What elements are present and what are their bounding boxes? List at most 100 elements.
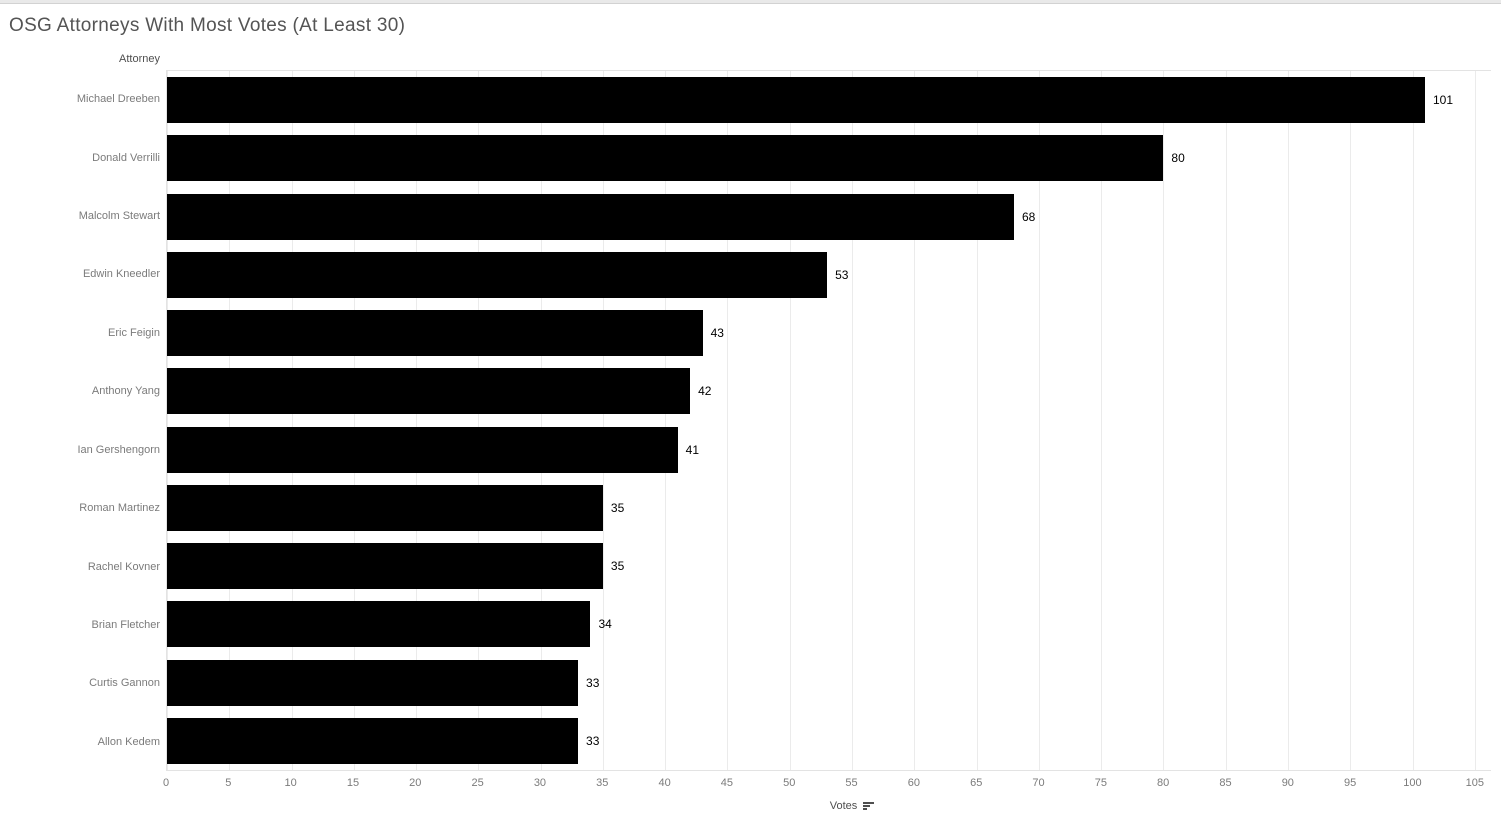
bar[interactable] [167,368,691,415]
gridline [852,71,854,770]
category-labels-column: Michael Dreeben Donald Verrilli Malcolm St… [0,70,160,771]
bar[interactable] [167,717,579,764]
gridline [1350,71,1352,770]
bar[interactable] [167,310,703,357]
x-axis-tick-label: 55 [845,777,858,789]
bar-value-label: 41 [685,442,700,457]
bar-band: 43 [167,304,1491,362]
x-axis-tick-label: 105 [1465,777,1484,789]
bar-band: 33 [167,712,1491,770]
x-axis-tick-label: 70 [1032,777,1045,789]
gridline [1287,71,1289,770]
x-axis-tick-label: 60 [907,777,920,789]
x-axis-tick-label: 40 [658,777,671,789]
plot-area: 101 80 68 53 43 42 41 35 35 34 33 33 [166,70,1491,771]
bar-value-label: 42 [698,384,712,399]
bar-band: 33 [167,654,1491,712]
bar[interactable] [167,77,1425,124]
bar-band: 53 [167,246,1491,304]
attorney-label[interactable]: Brian Fletcher [91,618,160,631]
gridline [229,71,231,770]
sort-icon-bar [863,808,868,810]
attorney-label[interactable]: Anthony Yang [91,385,160,398]
bar-value-label: 43 [710,326,724,341]
bar[interactable] [167,659,579,706]
gridline [167,71,168,770]
x-axis-tick-label: 80 [1157,777,1170,789]
sort-icon-bar [863,805,871,807]
bar[interactable] [167,135,1164,182]
x-axis-tick-label: 100 [1403,777,1422,789]
x-axis-tick-label: 95 [1344,777,1357,789]
x-axis-tick-label: 50 [783,777,796,789]
gridline [1163,71,1165,770]
x-axis-ticks: 0 5 10 15 20 25 30 35 40 45 50 55 60 65 70 75 80 85 90 95 10… [162,777,1491,792]
gridline [540,71,542,770]
gridline [478,71,480,770]
window-top-strip [0,0,1501,4]
x-axis-tick-label: 30 [533,777,547,789]
attorney-label[interactable]: Allon Kedem [97,735,160,748]
gridline [665,71,667,770]
x-axis-tick-label: 75 [1094,777,1107,789]
bar-value-label: 35 [610,559,625,574]
attorney-label[interactable]: Michael Dreeben [76,93,160,106]
gridline [291,71,293,770]
gridline [727,71,729,770]
gridline [976,71,978,770]
bar-value-label: 33 [586,675,600,690]
gridline [602,71,604,770]
bar[interactable] [167,484,603,531]
gridline [789,71,791,770]
bar[interactable] [167,193,1014,240]
x-axis-tick-label: 10 [284,777,297,789]
bar-value-label: 53 [835,267,849,282]
x-axis-tick-label: 20 [409,777,422,789]
bar[interactable] [167,543,603,590]
attorney-label[interactable]: Donald Verrilli [92,151,160,164]
chart-title: OSG Attorneys With Most Votes (At Least … [9,15,406,36]
bar-band: 68 [167,188,1491,246]
bar-band: 35 [167,537,1491,595]
gridline [1412,71,1414,770]
attorney-label[interactable]: Malcolm Stewart [78,210,160,223]
bar-value-label: 33 [586,733,600,748]
gridline [914,71,916,770]
x-axis-tick-label: 5 [225,777,232,789]
sort-descending-icon[interactable] [863,802,875,810]
gridline [353,71,355,770]
bar-value-label: 35 [610,500,625,515]
gridline [1225,71,1227,770]
bar-band: 80 [167,129,1491,187]
bar-band: 42 [167,362,1491,420]
attorney-label[interactable]: Roman Martinez [79,502,160,515]
gridline [1474,71,1476,770]
bar[interactable] [167,251,828,298]
attorney-label[interactable]: Edwin Kneedler [82,268,160,281]
gridline [416,71,418,770]
x-axis-tick-label: 0 [162,777,170,789]
bar-value-label: 68 [1021,209,1036,224]
x-axis-tick-label: 85 [1219,777,1232,789]
bar-band: 35 [167,479,1491,537]
attorney-label[interactable]: Ian Gershengorn [77,443,160,456]
bar-band: 101 [167,71,1491,129]
x-axis-tick-label: 45 [720,777,734,789]
attorney-label[interactable]: Eric Feigin [108,326,160,339]
attorney-label[interactable]: Curtis Gannon [89,677,160,690]
value-axis-title-group[interactable]: Votes [190,800,1501,812]
gridline [1101,71,1103,770]
sort-icon-bar [863,802,875,804]
attorney-label[interactable]: Rachel Kovner [87,560,160,573]
bar-value-label: 34 [598,617,612,632]
x-axis-tick-label: 25 [471,777,484,789]
value-axis-title: Votes [829,800,858,812]
bar[interactable] [167,601,591,648]
x-axis-tick-label: 90 [1281,777,1294,789]
x-axis-tick-label: 15 [346,777,360,789]
x-axis-tick-label: 35 [596,777,609,789]
gridline [1038,71,1040,770]
bar-value-label: 80 [1171,151,1185,166]
bar[interactable] [167,426,678,473]
x-axis-tick-label: 65 [970,777,983,789]
